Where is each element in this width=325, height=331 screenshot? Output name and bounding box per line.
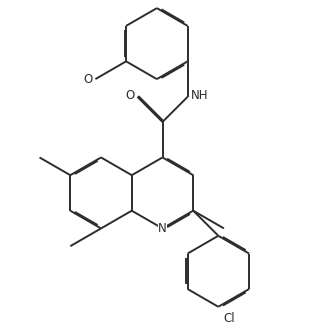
Text: Cl: Cl bbox=[224, 312, 235, 325]
Text: O: O bbox=[83, 72, 93, 86]
Text: O: O bbox=[125, 89, 135, 102]
Text: N: N bbox=[158, 222, 167, 235]
Text: NH: NH bbox=[191, 89, 209, 102]
